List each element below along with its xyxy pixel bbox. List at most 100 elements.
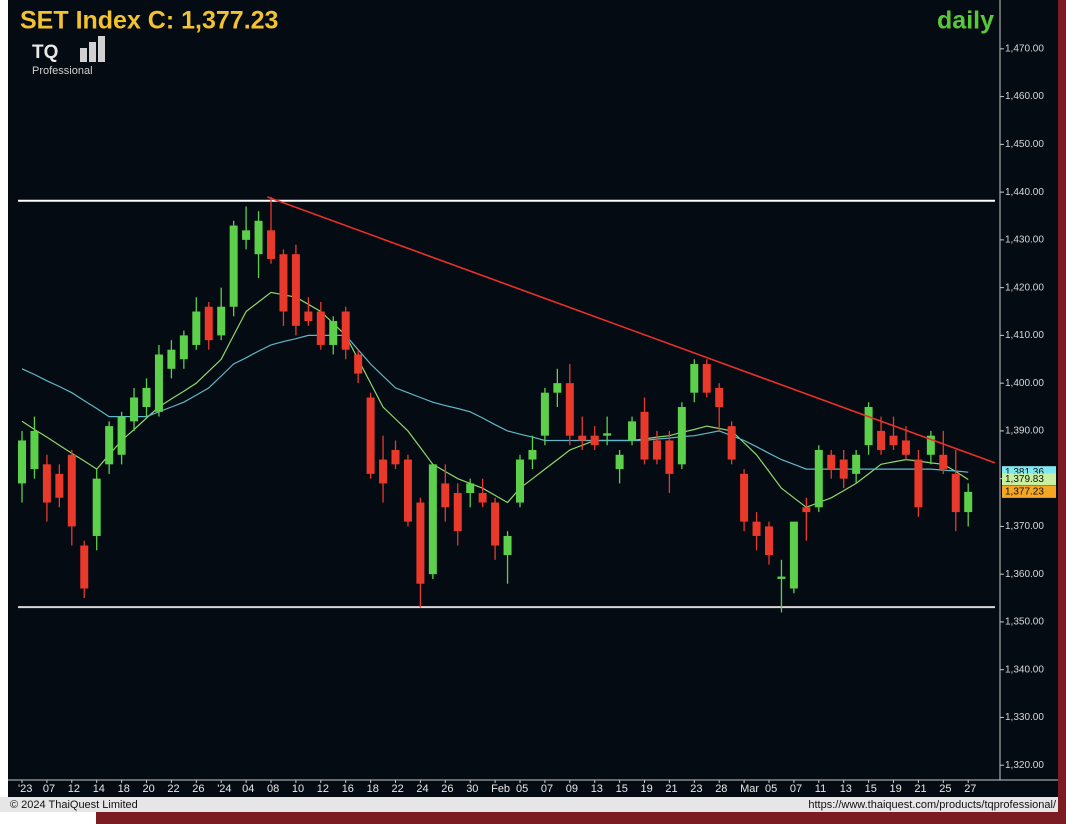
x-tick-label: 23 — [690, 783, 702, 795]
candle-body — [578, 435, 587, 441]
moving-average — [21, 291, 969, 508]
period: daily — [937, 7, 994, 35]
candle-body — [727, 426, 736, 460]
candle-body — [640, 411, 649, 460]
frame — [96, 812, 1066, 824]
y-tick-label: 1,390.00 — [1005, 426, 1044, 437]
candle-body — [951, 473, 960, 513]
x-tick-label: 28 — [715, 783, 727, 795]
candle-body — [814, 450, 823, 508]
x-tick-label: 04 — [242, 783, 254, 795]
x-tick-label: 13 — [840, 783, 852, 795]
y-tick-label: 1,370.00 — [1005, 521, 1044, 532]
candle-body — [914, 459, 923, 508]
x-tick-label: 19 — [890, 783, 902, 795]
candle-body — [329, 321, 338, 345]
chart-background — [8, 0, 1058, 797]
y-tick-label: 1,320.00 — [1005, 760, 1044, 771]
logo-bar — [89, 42, 96, 62]
candle-body — [416, 502, 425, 584]
candle-body — [366, 397, 375, 474]
candle-body — [516, 459, 524, 503]
y-tick-label: 1,440.00 — [1005, 187, 1044, 198]
candle-body — [92, 478, 101, 536]
x-tick-label: 22 — [167, 783, 179, 795]
candle-body — [204, 306, 213, 341]
x-tick-label: '24 — [217, 783, 231, 795]
candle-body — [242, 230, 251, 240]
x-tick-label: 08 — [267, 783, 279, 795]
frame — [1058, 0, 1066, 824]
candle-body — [316, 311, 325, 345]
candle-body — [503, 535, 512, 556]
candle-body — [839, 459, 848, 479]
candle-body — [864, 407, 873, 446]
x-tick-label: 07 — [790, 783, 802, 795]
candle-body — [167, 349, 176, 369]
logo-bar — [80, 48, 87, 62]
candle-body — [665, 440, 674, 474]
candle-body — [590, 435, 599, 446]
candle-body — [889, 435, 898, 446]
candle-body — [55, 473, 64, 498]
candle-body — [130, 397, 139, 422]
candle-body — [453, 492, 462, 532]
candle-body — [267, 230, 275, 259]
footer-bar — [0, 797, 1058, 812]
x-tick-label: 26 — [441, 783, 453, 795]
x-tick-label: 21 — [665, 783, 677, 795]
x-tick-label: 14 — [93, 783, 105, 795]
candle-body — [565, 383, 574, 436]
y-tick-label: 1,430.00 — [1005, 235, 1044, 246]
candle-body — [466, 483, 475, 493]
candle-body — [939, 454, 948, 470]
footer-left: © 2024 ThaiQuest Limited — [10, 799, 138, 811]
candle-body — [229, 225, 238, 307]
x-tick-label: 12 — [317, 783, 329, 795]
candle-body — [964, 491, 973, 513]
candle-body — [628, 421, 637, 441]
price-label: 1,377.23 — [1005, 487, 1044, 498]
candle-body — [827, 454, 836, 470]
candle-body — [254, 220, 263, 255]
x-tick-label: '23 — [18, 783, 32, 795]
x-tick-label: 07 — [43, 783, 55, 795]
y-tick-label: 1,470.00 — [1005, 43, 1044, 54]
candle-body — [117, 416, 126, 455]
logo-caption: Professional — [32, 65, 93, 77]
x-tick-label: 09 — [566, 783, 578, 795]
candle-body — [142, 387, 151, 408]
moving-average — [21, 334, 969, 473]
candle-body — [192, 311, 201, 345]
candle-body — [105, 426, 114, 465]
candle-body — [341, 311, 350, 350]
trendline — [266, 196, 996, 464]
candle-body — [379, 459, 388, 484]
x-tick-label: 18 — [367, 783, 379, 795]
x-tick-label: 13 — [591, 783, 603, 795]
x-tick-label: 26 — [192, 783, 204, 795]
candle-body — [217, 306, 226, 336]
candle-body — [852, 454, 861, 474]
x-tick-label: 21 — [914, 783, 926, 795]
x-tick-label: 11 — [815, 783, 826, 795]
candle-body — [553, 383, 562, 393]
candle-body — [478, 492, 487, 503]
x-tick-label: 19 — [641, 783, 653, 795]
chart: SET Index C: 1,377.23 daily TQ Professio… — [0, 0, 1058, 812]
candle-body — [154, 354, 163, 412]
candle-body — [677, 407, 686, 465]
x-tick-label: 05 — [765, 783, 777, 795]
candle-body — [391, 450, 400, 465]
candle-body — [690, 364, 699, 393]
candle-body — [42, 464, 51, 503]
candle-body — [615, 454, 624, 470]
candle-body — [877, 430, 886, 451]
candle-body — [291, 254, 300, 326]
price-label-box — [1002, 485, 1056, 498]
candle-body — [491, 502, 500, 546]
logo-bar — [98, 36, 105, 62]
x-tick-label: 27 — [964, 783, 976, 795]
candle-body — [67, 454, 76, 527]
